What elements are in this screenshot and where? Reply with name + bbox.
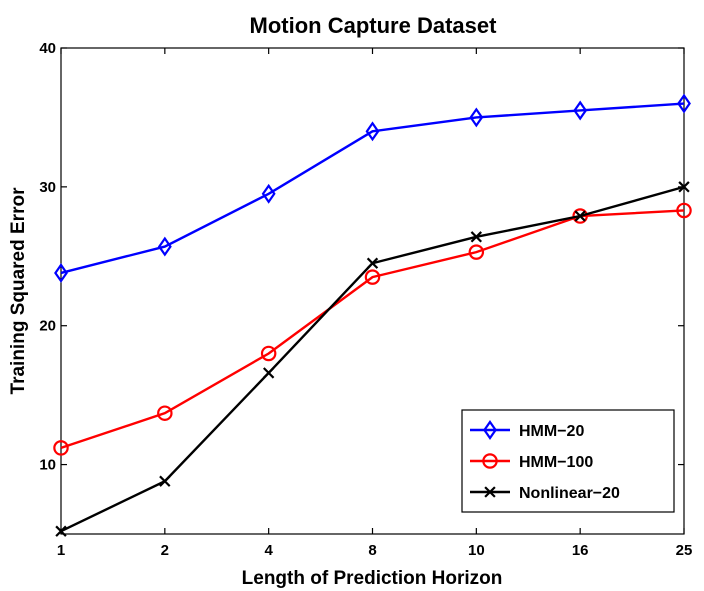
diamond-marker — [365, 121, 380, 142]
series-layer — [53, 93, 692, 537]
x-marker — [484, 486, 496, 498]
x-tick-label: 1 — [57, 542, 65, 559]
y-axis-label: Training Squared Error — [8, 187, 29, 395]
circle-marker — [676, 202, 692, 219]
diamond-marker — [483, 420, 497, 440]
legend-label: Nonlinear−20 — [519, 485, 620, 502]
legend: HMM−20 HMM−100 Nonlinear−20 — [461, 409, 675, 513]
series-line — [60, 102, 685, 275]
circle-marker — [53, 440, 69, 456]
y-tick-label: 20 — [39, 318, 56, 335]
y-tick-label: 10 — [39, 457, 56, 474]
x-marker — [159, 475, 171, 487]
circle-marker — [482, 453, 498, 469]
x-marker — [55, 525, 67, 537]
circle-marker — [364, 269, 381, 285]
diamond-marker — [469, 107, 484, 128]
y-axis: 10 20 30 40 — [39, 40, 684, 474]
y-tick-label: 40 — [39, 40, 56, 57]
x-tick-label: 10 — [468, 542, 485, 559]
x-tick-label: 4 — [264, 542, 273, 559]
x-marker — [470, 231, 483, 243]
circle-marker — [468, 244, 485, 260]
circle-marker — [157, 405, 173, 421]
x-tick-label: 2 — [161, 542, 169, 559]
chart-title: Motion Capture Dataset — [250, 13, 498, 38]
series — [55, 181, 690, 537]
x-tick-label: 25 — [676, 542, 693, 559]
legend-entry: HMM−20 — [470, 420, 584, 440]
x-tick-label: 16 — [572, 542, 589, 559]
legend-entry: HMM−100 — [470, 453, 593, 471]
circle-marker — [260, 345, 277, 362]
diamond-marker — [261, 183, 276, 204]
y-tick-label: 30 — [39, 179, 56, 196]
legend-label: HMM−100 — [519, 454, 593, 471]
x-marker — [366, 257, 379, 269]
x-marker — [678, 181, 690, 193]
x-marker — [262, 367, 275, 379]
x-axis-label: Length of Prediction Horizon — [242, 568, 503, 589]
diamond-marker — [573, 100, 588, 121]
x-tick-label: 8 — [368, 542, 376, 559]
x-axis: 1 2 4 8 10 16 25 — [57, 48, 693, 559]
diamond-marker — [54, 262, 68, 283]
series — [54, 93, 691, 283]
legend-entry: Nonlinear−20 — [470, 485, 620, 502]
circle-marker — [572, 208, 588, 224]
diamond-marker — [157, 236, 172, 257]
legend-label: HMM−20 — [519, 423, 584, 440]
x-marker — [574, 210, 586, 222]
diamond-marker — [677, 93, 691, 114]
